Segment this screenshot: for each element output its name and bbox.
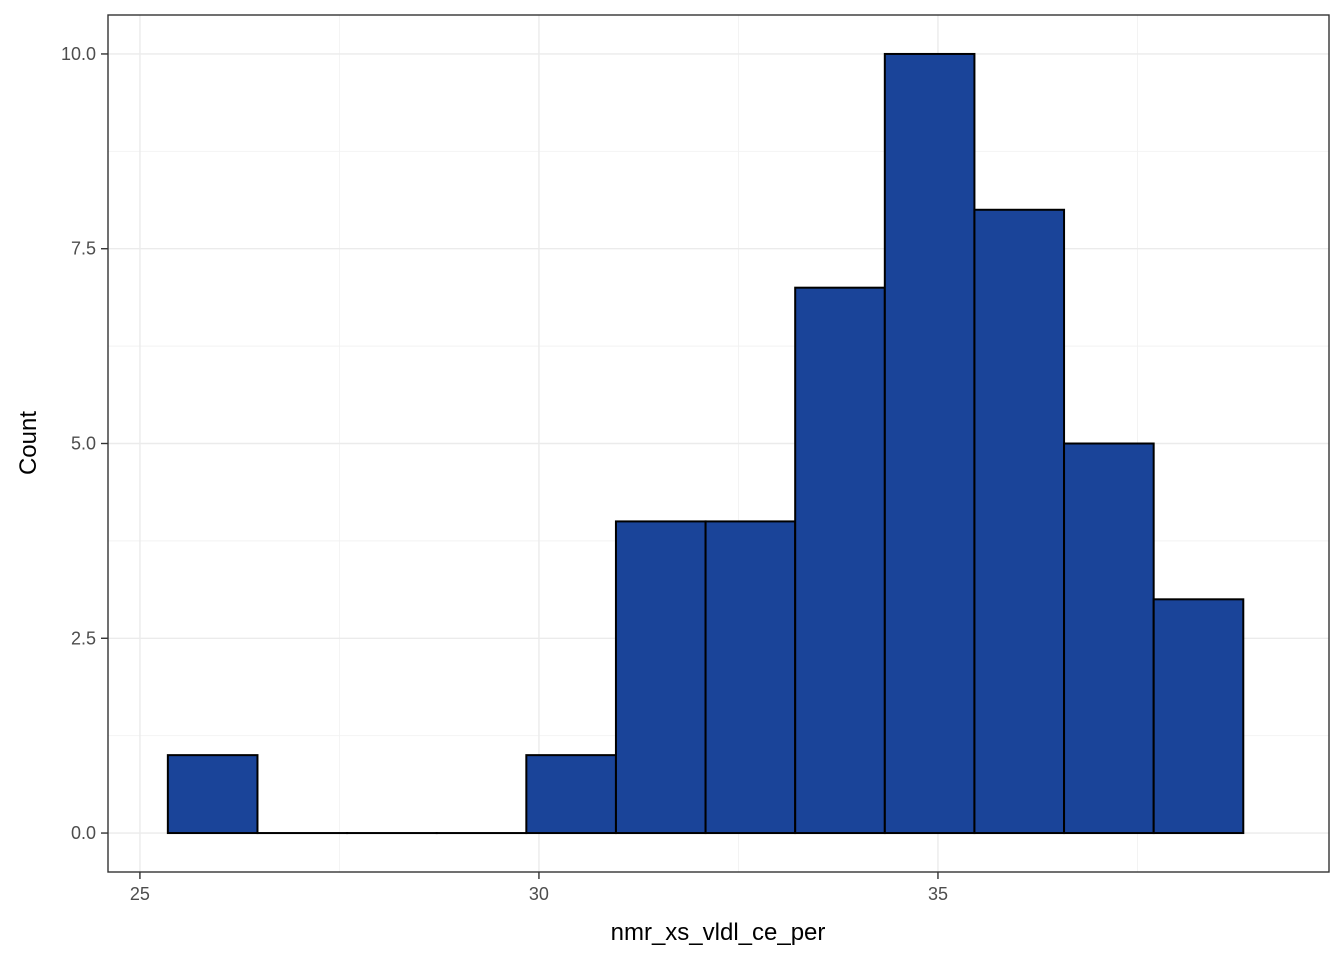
y-axis-title: Count bbox=[15, 411, 42, 475]
y-tick-label: 5.0 bbox=[71, 434, 96, 454]
x-tick-label: 25 bbox=[130, 884, 150, 904]
x-axis-ticks: 25 30 35 bbox=[130, 872, 948, 904]
y-tick-label: 10.0 bbox=[61, 44, 96, 64]
histogram-bar bbox=[614, 520, 707, 835]
histogram-bar bbox=[1063, 442, 1155, 835]
histogram-bar bbox=[883, 52, 976, 835]
histogram-bar bbox=[166, 754, 259, 835]
histogram-bar bbox=[525, 754, 617, 835]
histogram-bar bbox=[1152, 598, 1245, 835]
x-axis-title: nmr_xs_vldl_ce_per bbox=[611, 919, 826, 946]
y-tick-label: 7.5 bbox=[71, 239, 96, 259]
histogram-bar bbox=[704, 520, 797, 835]
y-axis-ticks: 0.0 2.5 5.0 7.5 10.0 bbox=[61, 44, 108, 843]
x-tick-label: 35 bbox=[928, 884, 948, 904]
histogram-bar bbox=[973, 208, 1066, 835]
histogram-bar bbox=[794, 286, 886, 835]
y-tick-label: 0.0 bbox=[71, 823, 96, 843]
y-tick-label: 2.5 bbox=[71, 628, 96, 648]
bars bbox=[166, 52, 1245, 835]
x-tick-label: 30 bbox=[529, 884, 549, 904]
